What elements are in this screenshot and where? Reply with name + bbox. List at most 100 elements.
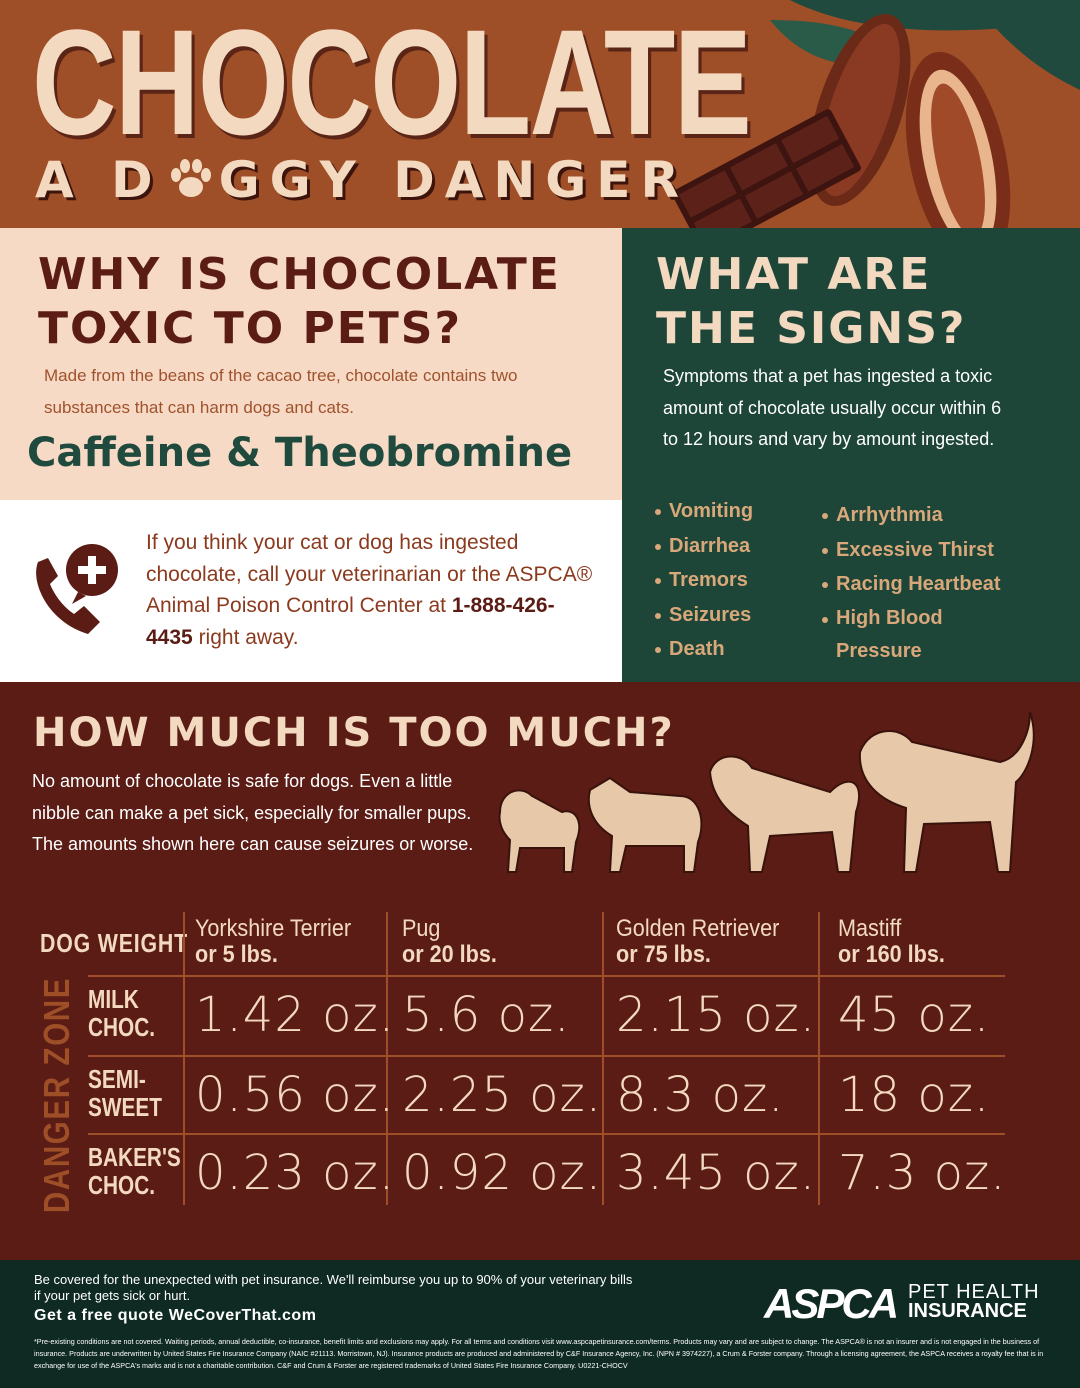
heading-line: THE SIGNS? — [656, 303, 967, 354]
dose-cell: 5.6 oz. — [402, 987, 571, 1043]
row-label: BAKER'S CHOC. — [88, 1143, 181, 1199]
bullet — [655, 647, 661, 653]
column-breed: Pug — [402, 915, 441, 942]
signs-list-right: Arrhythmia Excessive Thirst Racing Heartbe… — [822, 498, 1062, 662]
symptom-text: High Blood Pressure — [836, 606, 943, 662]
signs-body: Symptoms that a pet has ingested a toxic… — [663, 366, 1002, 450]
symptom: Tremors — [655, 563, 815, 598]
symptom-text: Seizures — [669, 603, 752, 626]
row-label-line: SEMI- — [88, 1064, 146, 1094]
call-end: right away. — [198, 625, 299, 649]
phone-icon — [36, 544, 118, 634]
column-weight: or 20 lbs. — [402, 941, 497, 968]
bullet — [655, 612, 661, 619]
symptom: Racing Heartbeat — [822, 567, 1062, 602]
column-divider — [602, 912, 604, 1205]
subtitle: A D GGY DANGER — [35, 152, 689, 208]
signs-heading: WHAT ARE THE SIGNS? — [656, 248, 966, 356]
logo: ASPCA — [764, 1280, 899, 1327]
side-label: DANGER ZONE — [36, 976, 77, 1214]
bullet — [655, 578, 661, 584]
call-text: If you think your cat or dog has ingeste… — [146, 527, 596, 653]
bullet — [655, 543, 661, 550]
row-label: MILK CHOC. — [88, 985, 155, 1041]
heading-line: WHAT ARE — [656, 249, 932, 300]
row-divider — [88, 1133, 1005, 1135]
dose-cell: 3.45 oz. — [616, 1145, 816, 1201]
bullet — [822, 513, 828, 519]
dose-cell: 0.23 oz. — [195, 1145, 395, 1201]
bullet — [822, 547, 828, 554]
subtitle-end: GGY DANGER — [218, 151, 689, 209]
table-corner: DOG WEIGHT — [40, 928, 188, 958]
bullet — [822, 582, 828, 588]
how-much-heading: HOW MUCH IS TOO MUCH? — [33, 710, 675, 756]
symptom-text: Vomiting — [669, 500, 754, 522]
symptom-text: Death — [669, 638, 725, 660]
dose-cell: 18 oz. — [838, 1067, 991, 1123]
title: CHOCOLATE — [32, 0, 752, 166]
bullet — [822, 616, 828, 623]
row-divider — [88, 975, 1005, 977]
symptom-text: Racing Heartbeat — [836, 573, 1001, 595]
row-label-line: BAKER'S — [88, 1142, 181, 1172]
row-divider — [88, 1055, 1005, 1057]
column-weight: or 75 lbs. — [616, 941, 711, 968]
fine-print: *Pre-existing conditions are not covered… — [34, 1337, 1044, 1370]
how-much-body: No amount of chocolate is safe for dogs.… — [32, 771, 474, 855]
symptom: Death — [655, 632, 815, 667]
dogs-illustration — [498, 712, 1035, 873]
column-divider — [386, 912, 388, 1205]
why-section: WHY IS CHOCOLATE TOXIC TO PETS? Made fro… — [0, 228, 622, 500]
why-body: Made from the beans of the cacao tree, c… — [44, 366, 518, 417]
heading-line: WHY IS CHOCOLATE — [38, 249, 561, 300]
symptom-text: Arrhythmia — [836, 504, 943, 526]
dose-cell: 7.3 oz. — [838, 1145, 1007, 1201]
symptom: Excessive Thirst — [822, 533, 1062, 568]
symptom: Seizures — [655, 598, 815, 633]
dose-cell: 2.15 oz. — [616, 987, 816, 1043]
symptom: Vomiting — [655, 494, 815, 529]
why-highlight: Caffeine & Theobromine — [27, 430, 573, 476]
danger-table: DOG WEIGHT DANGER ZONE Yorkshire Terrier… — [0, 912, 1080, 1214]
column-breed: Mastiff — [838, 915, 902, 942]
footer-text: Be covered for the unexpected with pet i… — [34, 1272, 633, 1303]
logo-line: PET HEALTH — [908, 1281, 1040, 1303]
logo-line: INSURANCE — [908, 1300, 1027, 1322]
how-much-section: HOW MUCH IS TOO MUCH? No amount of choco… — [0, 682, 1080, 1260]
symptom: Arrhythmia — [822, 498, 1062, 533]
column-divider — [183, 912, 185, 1205]
header: CHOCOLATE A D GGY DANGER — [0, 0, 1080, 269]
column-divider — [818, 912, 820, 1205]
phone-number: 1-888-426-4435 — [146, 594, 555, 649]
column-breed: Yorkshire Terrier — [195, 915, 352, 942]
column-weight: or 160 lbs. — [838, 941, 945, 968]
why-heading: WHY IS CHOCOLATE TOXIC TO PETS? — [38, 248, 561, 356]
symptom-text: Tremors — [669, 569, 748, 591]
cacao-illustration — [671, 0, 1080, 269]
row-label: SEMI- SWEET — [88, 1065, 162, 1121]
row-label-line: MILK — [88, 984, 139, 1014]
call-body: If you think your cat or dog has ingeste… — [146, 531, 593, 617]
subtitle-start: A D — [35, 151, 163, 209]
dose-cell: 0.92 oz. — [402, 1145, 602, 1201]
footer-cta[interactable]: Get a free quote WeCoverThat.com — [34, 1307, 317, 1324]
signs-section: WHAT ARE THE SIGNS? Symptoms that a pet … — [622, 228, 1080, 682]
row-label-line: SWEET — [88, 1092, 162, 1122]
signs-list-left: Vomiting Diarrhea Tremors Seizures Death — [655, 494, 815, 667]
dose-cell: 8.3 oz. — [616, 1067, 785, 1123]
dose-cell: 1.42 oz. — [195, 987, 395, 1043]
heading-line: TOXIC TO PETS? — [38, 303, 463, 354]
row-label-line: CHOC. — [88, 1012, 156, 1042]
row-label-line: CHOC. — [88, 1170, 156, 1200]
symptom-text: Excessive Thirst — [836, 538, 994, 561]
footer: Be covered for the unexpected with pet i… — [0, 1260, 1080, 1388]
column-breed: Golden Retriever — [616, 915, 780, 942]
symptom: Diarrhea — [655, 529, 815, 564]
symptom-text: Diarrhea — [669, 534, 751, 557]
paw-icon — [170, 159, 211, 197]
call-section: If you think your cat or dog has ingeste… — [0, 500, 622, 682]
dose-cell: 2.25 oz. — [402, 1067, 602, 1123]
bullet — [655, 509, 661, 515]
